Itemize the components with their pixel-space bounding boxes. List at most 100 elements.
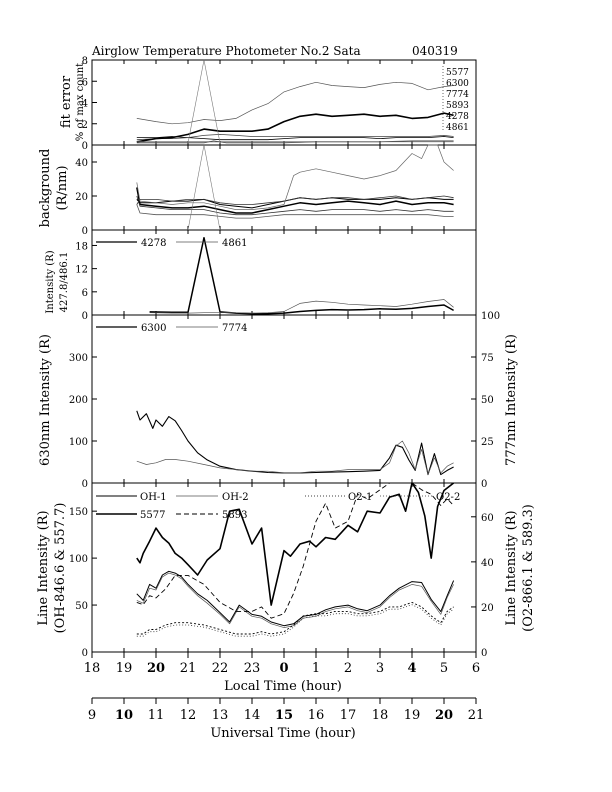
- background-frame: [91, 144, 477, 231]
- right-y-tick-label: 25: [481, 437, 494, 448]
- right-y-tick-label: 20: [481, 603, 494, 614]
- series-line: [136, 482, 454, 619]
- series-line: [136, 572, 454, 628]
- universal-time-tick-label: 13: [212, 708, 229, 723]
- legend-label: 5577: [140, 510, 165, 521]
- left-y-tick-label: 100: [69, 437, 88, 448]
- left-y-tick-label: 200: [69, 395, 88, 406]
- series-line: [136, 81, 454, 125]
- left-y-tick-label: 150: [69, 507, 88, 518]
- series-line: [136, 187, 454, 214]
- universal-time-tick-label: 18: [372, 708, 389, 723]
- fit-ylabel-1: fit error: [59, 75, 74, 128]
- legend-label: 4861: [222, 238, 247, 249]
- fit-ylabel-2: % of max count: [75, 63, 86, 141]
- local-time-tick-label: 1: [312, 661, 320, 676]
- legend-label: 4278: [446, 112, 469, 122]
- series-line: [136, 440, 454, 475]
- local-time-tick-label: 2: [344, 661, 352, 676]
- series-line: [149, 236, 454, 315]
- series-line: [149, 299, 454, 314]
- universal-time-tick-label: 16: [308, 708, 325, 723]
- series-line: [136, 112, 454, 143]
- local-time-tick-label: 18: [84, 661, 101, 676]
- series-line: [136, 140, 454, 144]
- tick-layer: 18 19 20 21 22 23 0 1 2 3 4 5 69 10 11 12 13 14 15 16 17 18 19…: [69, 56, 500, 723]
- series-line: [136, 133, 454, 141]
- legend-label: 5893: [446, 101, 469, 111]
- local-time-tick-label: 22: [212, 661, 229, 676]
- left-y-tick-label: 0: [82, 311, 88, 322]
- left-y-tick-label: 8: [82, 56, 88, 67]
- legend-label: O2-1: [348, 492, 372, 503]
- legend-label: 7774: [222, 323, 247, 334]
- series-line: [136, 144, 454, 210]
- local-time-tick-label: 3: [376, 661, 384, 676]
- background-ylabel-1: background: [38, 149, 53, 228]
- series-line: [136, 604, 454, 637]
- line-ylabel-left-1: Line Intensity (R): [36, 510, 51, 625]
- right-y-tick-label: 75: [481, 353, 494, 364]
- local-time-tick-label: 5: [440, 661, 448, 676]
- legend-label: 4861: [446, 123, 469, 133]
- chart-title: Airglow Temperature Photometer No.2 Sata: [91, 44, 361, 58]
- legend-label: 6300: [446, 79, 469, 89]
- local-time-label: Local Time (hour): [224, 679, 342, 694]
- line-ylabel-left-2: (OH-846.6 & 557.7): [53, 503, 68, 634]
- fit-error-frame: [91, 59, 477, 146]
- left-y-tick-label: 300: [69, 353, 88, 364]
- left-y-tick-label: 4: [82, 99, 88, 110]
- blue-ylabel-2: 427.8/486.1: [59, 252, 70, 313]
- local-time-tick-label: 21: [180, 661, 197, 676]
- universal-time-tick-label: 20: [435, 708, 453, 723]
- local-time-tick-label: 4: [407, 661, 416, 676]
- series-line: [136, 570, 455, 627]
- left-y-tick-label: 6: [82, 77, 88, 88]
- chart-date: 040319: [412, 44, 458, 58]
- local-time-tick-label: 0: [279, 661, 288, 676]
- line-ylabel-right-2: (O2-866.1 & 589.3): [521, 504, 536, 632]
- series-line: [136, 195, 454, 216]
- right-y-tick-label: 0: [481, 479, 487, 490]
- left-y-tick-label: 0: [82, 226, 88, 237]
- left-y-tick-label: 100: [69, 554, 88, 565]
- left-y-tick-label: 2: [82, 120, 88, 131]
- series-line: [136, 140, 454, 143]
- right-y-tick-label: 50: [481, 395, 494, 406]
- legend-label: O2-2: [436, 492, 460, 503]
- legend-label: 5577: [446, 68, 469, 78]
- local-time-tick-label: 6: [472, 661, 480, 676]
- universal-time-tick-label: 21: [468, 708, 485, 723]
- series-line: [187, 59, 221, 143]
- red-ylabel-left: 630nm Intensity (R): [38, 334, 53, 466]
- left-y-tick-label: 0: [82, 648, 88, 659]
- line-ylabel-right-1: Line Intensity (R): [504, 510, 519, 625]
- left-y-tick-label: 6: [82, 288, 88, 299]
- universal-time-tick-label: 14: [244, 708, 261, 723]
- left-y-tick-label: 40: [75, 158, 88, 169]
- legend-label: OH-1: [140, 492, 167, 503]
- series-line: [136, 195, 454, 205]
- left-y-tick-label: 18: [75, 241, 88, 252]
- universal-time-tick-label: 15: [275, 708, 293, 723]
- series-line: [136, 410, 454, 476]
- series-line: [136, 482, 455, 606]
- local-time-tick-label: 23: [244, 661, 261, 676]
- universal-time-tick-label: 19: [404, 708, 421, 723]
- right-y-tick-label: 60: [481, 513, 494, 524]
- line-intensity-frame: [91, 482, 477, 653]
- background-ylabel-2: (R/nm): [55, 165, 70, 210]
- red-ylabel-right: 777nm Intensity (R): [504, 334, 519, 466]
- local-time-tick-label: 19: [116, 661, 133, 676]
- series-line: [187, 144, 221, 231]
- left-y-tick-label: 20: [75, 192, 88, 203]
- blue-ylabel-1: Intensity (R): [45, 250, 56, 313]
- legend-label: 7774: [446, 90, 469, 100]
- left-y-tick-label: 0: [82, 141, 88, 152]
- universal-time-tick-label: 12: [180, 708, 197, 723]
- right-y-tick-label: 100: [481, 311, 500, 322]
- legend-label: 6300: [141, 323, 166, 334]
- left-y-tick-label: 12: [75, 265, 88, 276]
- universal-time-tick-label: 10: [115, 708, 133, 723]
- legend-label: 4278: [141, 238, 166, 249]
